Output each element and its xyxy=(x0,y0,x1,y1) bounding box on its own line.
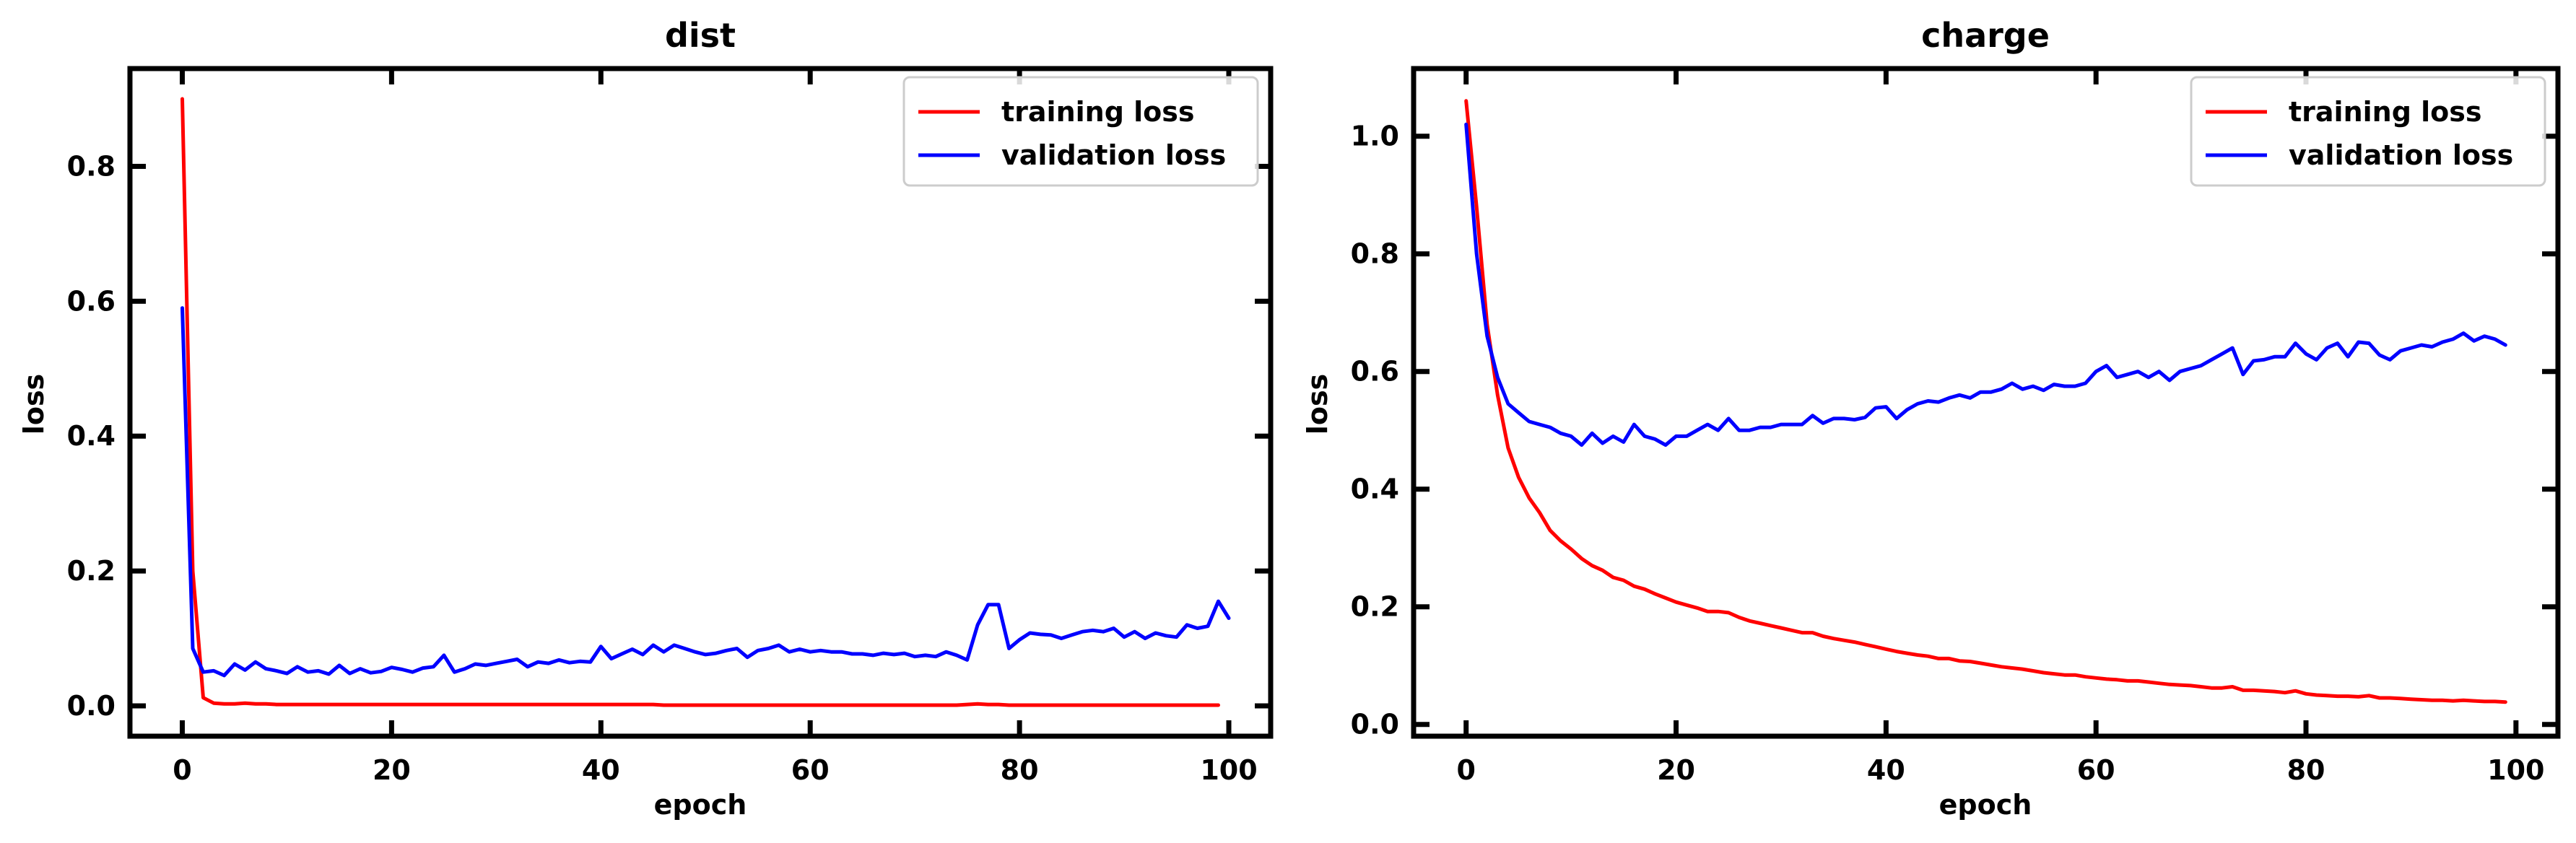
x-axis-label: epoch xyxy=(654,789,747,821)
y-tick-label: 1.0 xyxy=(1351,121,1399,152)
series-line-validation-loss xyxy=(1464,122,2507,447)
legend-label: validation loss xyxy=(2289,139,2513,171)
y-tick-label: 0.4 xyxy=(1351,473,1399,505)
chart-title: dist xyxy=(665,16,736,55)
series-line-training-loss xyxy=(1464,99,2507,704)
y-tick-label: 0.2 xyxy=(67,555,116,587)
series-layer xyxy=(180,97,1231,707)
legend-label: training loss xyxy=(1001,96,1195,128)
x-tick-label: 20 xyxy=(373,754,411,786)
x-tick-label: 60 xyxy=(2077,754,2115,786)
y-tick-label: 0.4 xyxy=(67,420,116,452)
legend: training loss validation loss xyxy=(902,76,1259,187)
series-line-validation-loss xyxy=(180,306,1231,678)
x-tick-label: 100 xyxy=(2487,754,2544,786)
y-tick-label: 0.2 xyxy=(1351,591,1399,623)
y-axis-label: loss xyxy=(1302,374,1333,434)
legend-label: training loss xyxy=(2289,96,2482,128)
x-tick-label: 80 xyxy=(2287,754,2325,786)
tick-layer: 0 20 40 60 80 100 0.0 0.2 0.4 0.6 0.8 1.0 xyxy=(1351,69,2558,786)
x-tick-label: 40 xyxy=(1867,754,1905,786)
y-tick-label: 0.0 xyxy=(1351,709,1399,741)
y-tick-label: 0.8 xyxy=(67,150,116,182)
y-tick-label: 0.0 xyxy=(67,690,116,722)
plot-frame xyxy=(1411,66,2561,739)
x-tick-label: 20 xyxy=(1657,754,1695,786)
x-tick-label: 100 xyxy=(1200,754,1257,786)
x-tick-label: 0 xyxy=(173,754,191,786)
x-tick-label: 40 xyxy=(582,754,620,786)
legend-box xyxy=(2190,76,2546,187)
series-line-training-loss xyxy=(180,97,1220,707)
x-tick-label: 80 xyxy=(1001,754,1039,786)
legend-label: validation loss xyxy=(1001,139,1226,171)
tick-layer: 0 20 40 60 80 100 0.0 0.2 0.4 0.6 0.8 xyxy=(67,69,1271,786)
y-axis-label: loss xyxy=(18,374,50,434)
chart-panel-dist: dist loss epoch 0 20 40 60 80 100 0.0 0.2 0.4 0.6… xyxy=(18,16,1274,821)
x-tick-label: 60 xyxy=(791,754,830,786)
chart-title: charge xyxy=(1921,16,2050,55)
series-layer xyxy=(1464,99,2507,704)
chart-panel-charge: charge loss epoch 0 20 40 60 80 1000.00.20.40… xyxy=(1302,16,2561,821)
x-tick-label: 0 xyxy=(1456,754,1475,786)
y-tick-label: 0.8 xyxy=(1351,238,1399,270)
legend-box xyxy=(902,76,1259,187)
y-tick-label: 0.6 xyxy=(67,285,116,317)
y-tick-label: 0.6 xyxy=(1351,356,1399,388)
legend: training loss validation loss xyxy=(2190,76,2546,187)
x-axis-label: epoch xyxy=(1939,789,2032,821)
plot-frame xyxy=(127,66,1274,739)
